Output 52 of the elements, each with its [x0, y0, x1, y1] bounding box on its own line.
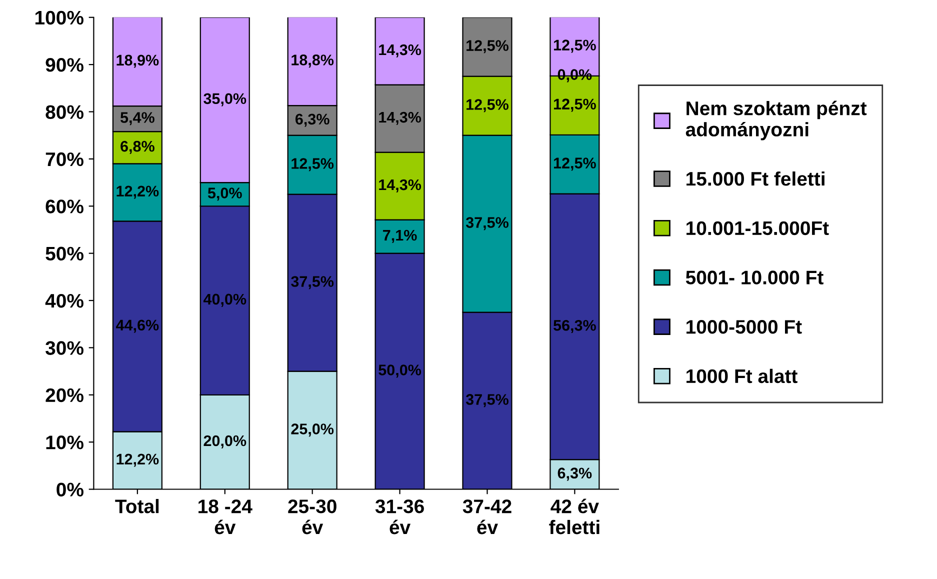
data-label: 50,0% — [378, 364, 422, 378]
data-label: 12,5% — [466, 40, 508, 54]
x-tick-label: 18 -24 év — [198, 499, 252, 534]
y-tick-label: 0% — [56, 482, 84, 496]
x-tick-label: 42 év feletti — [549, 498, 600, 534]
data-label: 12,5% — [554, 98, 596, 112]
data-label: 37,5% — [466, 217, 508, 230]
data-label: 12,5% — [466, 99, 508, 112]
x-tick-label: 31-36 év — [375, 499, 424, 534]
data-label: 44,6% — [116, 320, 159, 333]
data-label: 56,3% — [554, 320, 596, 334]
data-label: 37,5% — [466, 394, 508, 408]
data-label: 25,0% — [291, 424, 334, 437]
data-label: 12,5% — [554, 40, 596, 53]
data-label: 18,9% — [116, 54, 159, 68]
y-tick-label: 50% — [46, 246, 84, 261]
x-tick-label: Total — [115, 498, 159, 514]
data-label: 40,0% — [203, 294, 246, 307]
legend-label: 15.000 Ft feletti — [686, 171, 824, 186]
legend-label: 1000 Ft alatt — [686, 368, 798, 384]
legend-label: 5001- 10.000 Ft — [686, 270, 824, 284]
legend-label: 10.001-15.000Ft — [686, 221, 829, 236]
data-label: 12,2% — [116, 454, 159, 467]
y-tick-label: 100% — [35, 10, 84, 25]
x-tick-label: 25-30 év — [288, 499, 336, 534]
y-tick-label: 10% — [46, 436, 84, 450]
data-label: 12,5% — [554, 158, 596, 171]
data-label: 7,1% — [383, 230, 417, 243]
data-label: 6,3% — [558, 468, 592, 481]
data-label: 14,3% — [379, 179, 422, 192]
data-label: 5,0% — [208, 188, 242, 201]
data-label: 6,8% — [120, 140, 154, 154]
x-tick-label: 37-42 év — [462, 499, 512, 534]
y-tick-label: 40% — [45, 294, 84, 308]
y-tick-label: 90% — [46, 58, 84, 72]
data-label: 18,8% — [292, 54, 334, 68]
y-tick-label: 70% — [46, 152, 84, 166]
data-label: 12,5% — [292, 158, 334, 172]
y-tick-label: 30% — [46, 341, 84, 355]
data-label: 6,3% — [295, 114, 330, 127]
data-label: 14,3% — [379, 112, 422, 125]
legend-label: Nem szoktam pénzt adományozni — [686, 100, 867, 140]
data-label: 35,0% — [204, 93, 246, 106]
legend-label: 1000-5000 Ft — [686, 320, 802, 334]
data-label: 37,5% — [291, 276, 334, 290]
data-label: 14,3% — [379, 44, 422, 58]
y-tick-label: 80% — [46, 105, 84, 119]
y-tick-label: 60% — [46, 200, 84, 214]
data-label: 5,4% — [120, 112, 154, 126]
y-tick-label: 20% — [46, 388, 84, 402]
data-label: 12,2% — [116, 186, 159, 199]
data-label: 20,0% — [204, 435, 246, 448]
